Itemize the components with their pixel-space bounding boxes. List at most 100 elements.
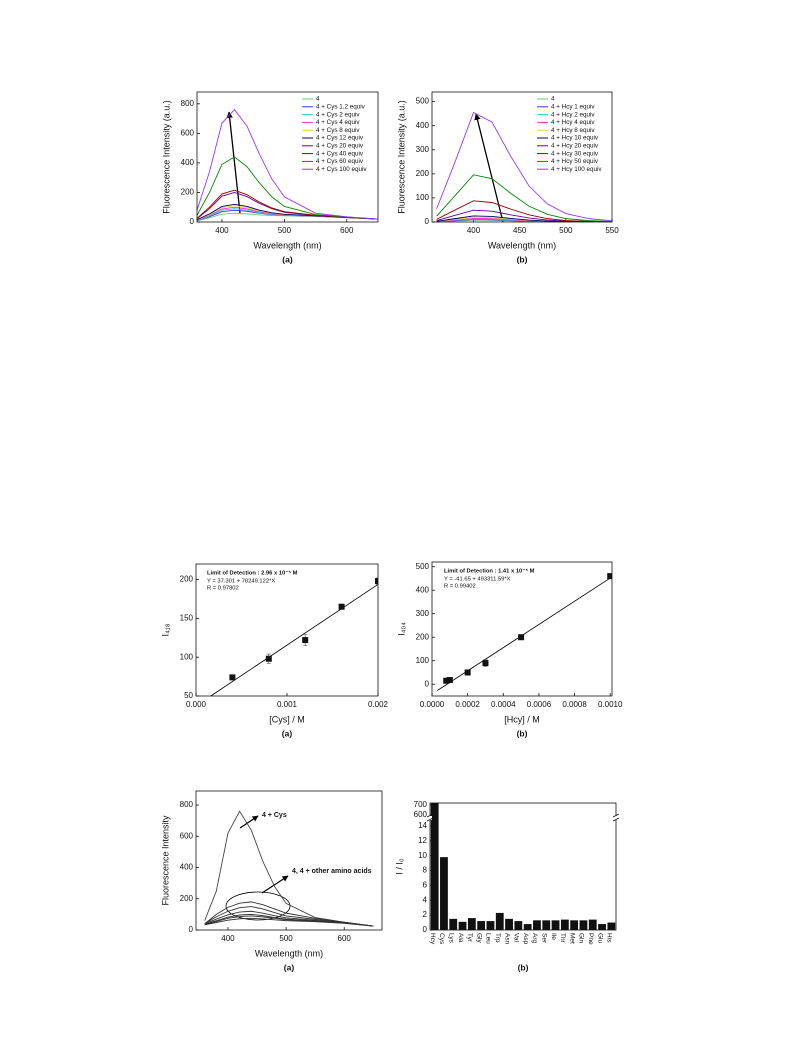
spectrum-line <box>197 109 378 220</box>
y-tick-label: 700 <box>414 800 428 809</box>
legend-label: 4 + Cys 12 equiv <box>316 135 364 142</box>
x-tick-label: 0.0004 <box>491 700 516 709</box>
x-axis-label: Wavelength (nm) <box>253 240 321 250</box>
bar <box>579 920 588 930</box>
bar <box>495 912 504 930</box>
y-tick-label: 400 <box>181 158 195 167</box>
data-point <box>229 674 236 681</box>
x-tick-label: Thr <box>559 933 566 944</box>
legend-label: 4 + Hcy 10 equiv <box>551 135 599 142</box>
panel-label: (a) <box>282 728 293 738</box>
x-tick-label: 0.0010 <box>598 700 623 709</box>
axis-break-gap <box>614 816 618 820</box>
data-point <box>464 669 471 676</box>
bar <box>551 920 560 930</box>
x-tick-label: 500 <box>278 226 292 235</box>
data-point <box>482 660 489 667</box>
annotation: 4, 4 + other amino acids <box>292 868 372 875</box>
y-tick-label: 0 <box>423 925 428 934</box>
y-tick-label: 4 <box>423 895 428 904</box>
bar <box>449 918 458 930</box>
x-tick-label: Gln <box>578 933 585 944</box>
bar <box>523 924 532 930</box>
x-tick-label: 0.0002 <box>455 700 480 709</box>
fit-line <box>210 583 378 696</box>
x-tick-label: 0.000 <box>186 700 207 709</box>
y-tick-label: 200 <box>180 894 194 903</box>
trend-arrow <box>226 111 241 214</box>
spectrum-line <box>204 917 374 927</box>
y-tick-label: 500 <box>416 562 430 571</box>
y-tick-label: 100 <box>416 656 430 665</box>
bar <box>570 920 579 930</box>
data-point <box>338 603 345 610</box>
x-tick-label: His <box>606 933 613 943</box>
panel-label: (a) <box>282 254 293 264</box>
bar <box>514 921 523 930</box>
y-tick-label: 100 <box>180 652 194 661</box>
spectrum-line <box>197 189 378 220</box>
axis-break-mark <box>426 813 434 822</box>
y-tick-label: 100 <box>416 193 430 202</box>
chart: (a) Wavelength (nm) Fluorescence Intensity… <box>160 790 383 972</box>
annotation: R = 0.99402 <box>444 584 476 590</box>
x-tick-label: Glu <box>596 933 603 944</box>
y-tick-label: 200 <box>416 632 430 641</box>
x-tick-label: Ala <box>457 933 464 943</box>
x-tick-label: Met <box>568 933 575 944</box>
y-axis-label: I / I₀ <box>394 858 404 875</box>
bar <box>588 919 597 930</box>
legend-label: 4 + Hcy 20 equiv <box>551 142 599 149</box>
legend-label: 4 + Hcy 30 equiv <box>551 150 599 157</box>
legend-label: 4 + Hcy 50 equiv <box>551 158 599 165</box>
annotation: R = 0.97802 <box>207 586 239 592</box>
x-tick-label: Ile <box>550 933 557 940</box>
chart: (a) [Cys] / M I₄₁₈ 50 100 150 200 0.000 0.001 0.0… <box>160 563 389 738</box>
bar <box>430 803 439 930</box>
annotation: Y = -41.65 + 493311.59*X <box>444 577 511 583</box>
trend-arrow <box>474 113 504 223</box>
plot-area <box>437 573 612 691</box>
spectrum-line <box>204 810 374 927</box>
bar <box>598 924 606 930</box>
y-tick-label: 500 <box>416 97 430 106</box>
plot-area <box>197 109 378 222</box>
legend-label: 4 <box>316 96 320 103</box>
plot-area <box>430 803 616 930</box>
spectrum-line <box>436 174 612 222</box>
spectrum-line <box>204 906 374 927</box>
spectrum-line <box>204 901 374 927</box>
highlight-ellipse <box>225 891 291 921</box>
annotation: 4 + Cys <box>262 812 287 819</box>
bar <box>458 921 467 930</box>
x-tick-label: Asp <box>522 933 529 945</box>
y-tick-label: 12 <box>418 836 427 845</box>
y-tick-label: 300 <box>416 609 430 618</box>
y-tick-label: 400 <box>416 585 430 594</box>
x-axis-label: Wavelength (nm) <box>255 948 323 958</box>
data-point <box>443 677 450 684</box>
y-tick-label: 0 <box>189 925 194 934</box>
x-axis-label: [Hcy] / M <box>504 714 540 724</box>
plot-frame <box>431 561 613 697</box>
bar <box>542 920 551 930</box>
x-tick-label: 400 <box>215 226 229 235</box>
plot-frame <box>195 790 383 931</box>
legend-label: 4 + Cys 1.2 equiv <box>316 103 366 110</box>
chart: (b) Wavelength (nm) Fluorescence Intensity… <box>396 91 619 264</box>
y-axis-label: I₄₀₄ <box>396 622 406 636</box>
plot-frame <box>196 91 379 223</box>
y-tick-label: 200 <box>181 188 195 197</box>
y-tick-label: 200 <box>180 575 194 584</box>
x-tick-label: 0.002 <box>368 700 389 709</box>
y-axis-label: Fluorescence Intensity (a.u.) <box>396 100 406 214</box>
y-tick-label: 150 <box>180 613 194 622</box>
y-tick-label: 800 <box>180 800 194 809</box>
plot-area <box>210 577 378 696</box>
plot-frame <box>429 802 617 931</box>
bar <box>607 922 616 930</box>
x-tick-label: 0.0008 <box>562 700 587 709</box>
y-tick-label: 600 <box>181 128 195 137</box>
